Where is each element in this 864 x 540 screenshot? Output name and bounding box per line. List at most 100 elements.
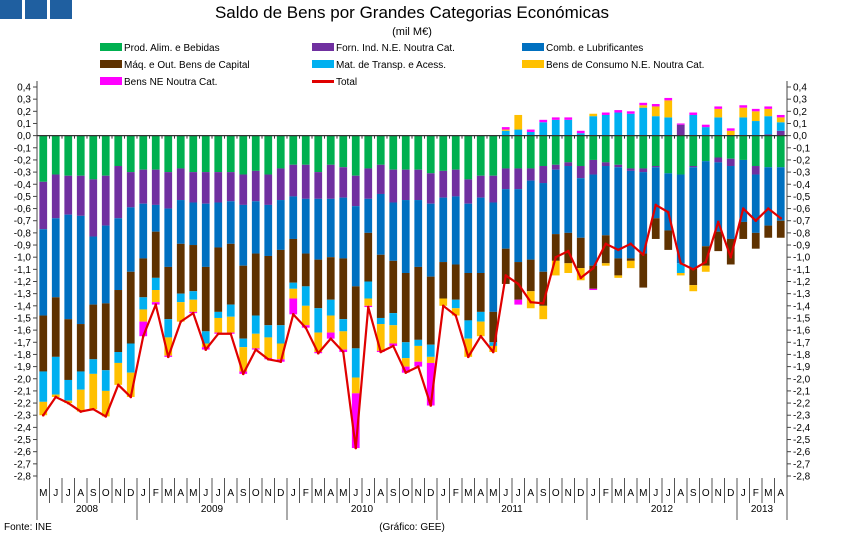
y-tick-label-left: -2,7 bbox=[14, 459, 32, 470]
total-point bbox=[191, 311, 195, 315]
month-label: A bbox=[377, 488, 384, 499]
bar-segment bbox=[239, 135, 248, 175]
y-tick-label-right: -1,7 bbox=[793, 338, 811, 349]
month-label: J bbox=[516, 488, 521, 499]
legend-swatch bbox=[100, 60, 122, 68]
bar-segment bbox=[476, 311, 485, 322]
bar-segment bbox=[364, 298, 373, 306]
bar-segment bbox=[714, 135, 723, 158]
month-label: J bbox=[441, 488, 446, 499]
bar-segment bbox=[764, 225, 773, 238]
bar-segment bbox=[414, 169, 423, 201]
total-point bbox=[741, 207, 745, 210]
y-tick-label-right: -0,3 bbox=[793, 168, 811, 179]
bar-segment bbox=[476, 175, 485, 198]
bar-segment bbox=[176, 302, 185, 322]
bar-segment bbox=[351, 393, 360, 449]
bar-segment bbox=[201, 343, 210, 348]
bar-segment bbox=[164, 266, 173, 320]
total-point bbox=[104, 415, 108, 418]
bar-segment bbox=[139, 169, 148, 204]
bar-segment bbox=[764, 134, 773, 136]
y-tick-label-right: -0,9 bbox=[793, 241, 811, 252]
legend-swatch bbox=[100, 43, 122, 51]
y-tick-label-left: -1,0 bbox=[14, 253, 32, 264]
total-point bbox=[279, 360, 283, 364]
bar-segment bbox=[339, 197, 348, 259]
y-tick-label-right: -1,8 bbox=[793, 350, 811, 361]
bar-segment bbox=[376, 164, 385, 194]
y-tick-label-left: -0,8 bbox=[14, 228, 32, 239]
bar-segment bbox=[601, 263, 610, 266]
bar-segment bbox=[776, 130, 785, 136]
y-tick-label-right: -0,6 bbox=[793, 204, 811, 215]
total-point bbox=[154, 303, 158, 306]
bar-segment bbox=[76, 324, 85, 372]
y-tick-label-right: -2,7 bbox=[793, 459, 811, 470]
y-tick-label-right: 0,3 bbox=[793, 95, 807, 106]
bar-segment bbox=[376, 317, 385, 325]
total-point bbox=[566, 249, 570, 253]
y-tick-label-left: -2,4 bbox=[14, 423, 32, 434]
bar-segment bbox=[626, 113, 635, 136]
bar-segment bbox=[464, 338, 473, 357]
bar-segment bbox=[114, 135, 123, 167]
bar-segment bbox=[651, 104, 660, 107]
bar-segment bbox=[464, 135, 473, 180]
bar-segment bbox=[501, 168, 510, 190]
y-tick-label-left: -1,3 bbox=[14, 289, 32, 300]
bar-segment bbox=[614, 112, 623, 136]
bar-segment bbox=[114, 166, 123, 219]
y-tick-label-right: -2,0 bbox=[793, 374, 811, 385]
total-point bbox=[516, 282, 520, 286]
bar-segment bbox=[126, 207, 135, 272]
bar-segment bbox=[676, 123, 685, 125]
bar-segment bbox=[514, 262, 523, 300]
total-line bbox=[41, 203, 783, 450]
y-tick-label-right: -2,3 bbox=[793, 411, 811, 422]
total-point bbox=[754, 219, 758, 223]
total-point bbox=[204, 348, 208, 351]
bar-segment bbox=[751, 121, 760, 136]
bar-segment bbox=[176, 243, 185, 294]
bar-segment bbox=[651, 166, 660, 168]
bar-segment bbox=[601, 135, 610, 163]
bar-segment bbox=[539, 135, 548, 167]
bar-segment bbox=[226, 201, 235, 244]
month-label: A bbox=[777, 488, 784, 499]
bar-segment bbox=[239, 338, 248, 348]
month-label: O bbox=[402, 488, 410, 499]
bar-segment bbox=[389, 313, 398, 326]
bar-segment bbox=[426, 362, 435, 406]
y-tick-label-right: 0,2 bbox=[793, 107, 807, 118]
bar-segment bbox=[364, 281, 373, 299]
y-tick-label-right: -2,5 bbox=[793, 435, 811, 446]
month-label: F bbox=[453, 488, 459, 499]
bar-segment bbox=[76, 175, 85, 216]
total-point bbox=[54, 395, 58, 399]
bar-segment bbox=[489, 175, 498, 203]
bar-segment bbox=[501, 129, 510, 131]
month-label: M bbox=[639, 488, 647, 499]
bar-segment bbox=[539, 119, 548, 123]
y-tick-label-left: 0,4 bbox=[17, 83, 31, 94]
month-label: J bbox=[216, 488, 221, 499]
bar-segment bbox=[626, 135, 635, 169]
bar-segment bbox=[351, 206, 360, 287]
bar-segment bbox=[376, 193, 385, 255]
bar-segment bbox=[501, 189, 510, 249]
bar-segment bbox=[601, 112, 610, 115]
y-tick-label-left: -2,6 bbox=[14, 447, 32, 458]
bar-segment bbox=[601, 235, 610, 264]
bar-segment bbox=[701, 124, 710, 128]
bar-segment bbox=[39, 135, 48, 182]
bar-segment bbox=[714, 231, 723, 252]
bar-segment bbox=[264, 204, 273, 256]
month-label: F bbox=[153, 488, 159, 499]
bar-segment bbox=[639, 135, 648, 169]
bar-segment bbox=[326, 257, 335, 300]
bar-segment bbox=[451, 308, 460, 316]
y-tick-label-right: -0,4 bbox=[793, 180, 811, 191]
y-tick-label-left: -1,9 bbox=[14, 362, 32, 373]
bar-segment bbox=[714, 117, 723, 136]
